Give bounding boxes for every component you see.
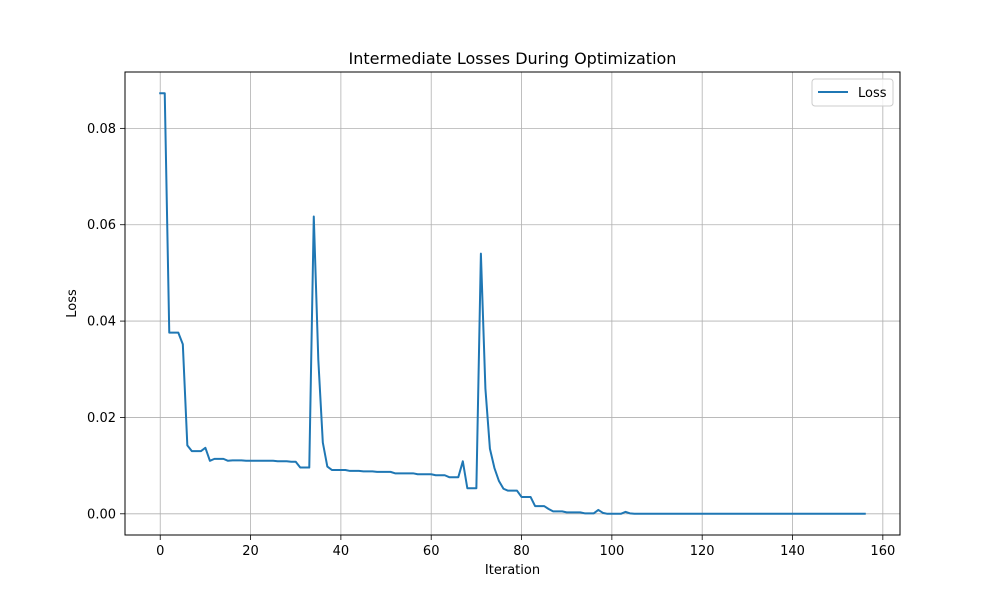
y-tick-label: 0.04 <box>87 315 116 330</box>
x-tick-label: 0 <box>156 544 164 559</box>
legend: Loss <box>811 78 894 107</box>
x-tick-label: 140 <box>780 544 805 559</box>
series-line-loss <box>159 92 866 515</box>
plot-area-frame <box>124 71 901 536</box>
x-axis-ticks: 0 20 40 60 80 100 120 140 160 <box>156 535 895 559</box>
x-tick-label: 20 <box>242 544 259 559</box>
grid <box>125 72 900 535</box>
x-tick-label: 40 <box>333 544 350 559</box>
x-tick-label: 100 <box>599 544 624 559</box>
x-tick-label: 80 <box>513 544 530 559</box>
series-layer <box>159 92 866 515</box>
legend-label-loss: Loss <box>858 86 887 101</box>
y-axis-label: Loss <box>65 289 80 318</box>
y-tick-label: 0.06 <box>87 218 116 233</box>
legend-box <box>811 78 894 107</box>
y-tick-label: 0.00 <box>87 507 116 522</box>
x-tick-label: 60 <box>423 544 440 559</box>
y-tick-label: 0.02 <box>87 411 116 426</box>
chart-title: Intermediate Losses During Optimization <box>349 49 677 68</box>
y-axis-ticks: 0.00 0.02 0.04 0.06 0.08 <box>87 122 125 522</box>
x-tick-label: 160 <box>870 544 895 559</box>
x-tick-label: 120 <box>690 544 715 559</box>
y-tick-label: 0.08 <box>87 122 116 137</box>
x-axis-label: Iteration <box>485 563 540 578</box>
